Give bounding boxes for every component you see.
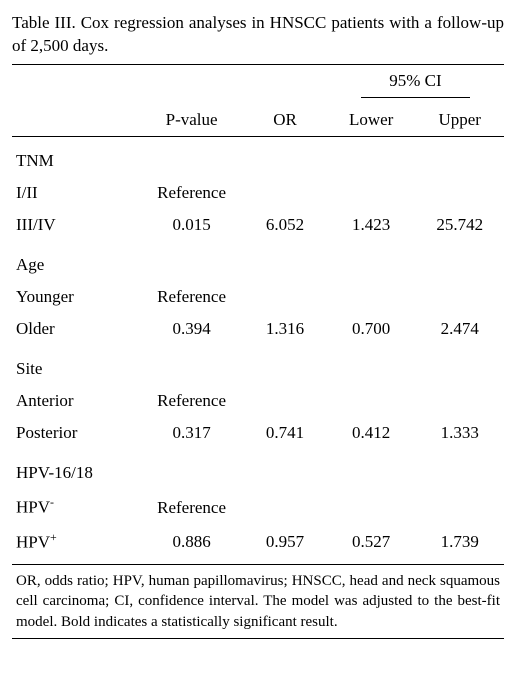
- cell-pvalue: 0.015: [140, 209, 243, 241]
- cox-regression-table: 95% CI P-value OR Lower Upper TNM I/II Ref…: [12, 64, 504, 639]
- cell-pvalue: 0.317: [140, 417, 243, 449]
- row-label: HPV-: [12, 489, 140, 524]
- cell-or: [243, 281, 327, 313]
- row-label-text: Younger: [16, 287, 74, 306]
- cell-or: [243, 385, 327, 417]
- cell-lower: 0.412: [327, 417, 416, 449]
- cell-pvalue: Reference: [140, 281, 243, 313]
- cell-pvalue: Reference: [140, 489, 243, 524]
- cell-pvalue: Reference: [140, 177, 243, 209]
- cell-pvalue: 0.886: [140, 524, 243, 565]
- cell-lower: [327, 177, 416, 209]
- row-label-text: Anterior: [16, 391, 74, 410]
- cell-upper: [415, 281, 504, 313]
- cell-or: [243, 489, 327, 524]
- row-label-superscript: +: [50, 530, 57, 544]
- cell-upper: [415, 177, 504, 209]
- group-header: TNM: [12, 136, 504, 177]
- cell-upper: 25.742: [415, 209, 504, 241]
- cell-upper: 2.474: [415, 313, 504, 345]
- cell-or: 6.052: [243, 209, 327, 241]
- header-lower: Lower: [327, 104, 416, 137]
- cell-or: 0.957: [243, 524, 327, 565]
- group-header: Site: [12, 345, 504, 385]
- row-label-superscript: -: [50, 495, 54, 509]
- header-or: OR: [243, 104, 327, 137]
- table-row: HPV-Reference: [12, 489, 504, 524]
- row-label: I/II: [12, 177, 140, 209]
- group-name: HPV-16/18: [12, 449, 504, 489]
- group-name: TNM: [12, 136, 504, 177]
- table-row: Anterior Reference: [12, 385, 504, 417]
- cell-or: 1.316: [243, 313, 327, 345]
- cell-pvalue: Reference: [140, 385, 243, 417]
- row-label: Posterior: [12, 417, 140, 449]
- group-header: HPV-16/18: [12, 449, 504, 489]
- row-label-text: III/IV: [16, 215, 56, 234]
- table-body: TNM I/II Reference III/IV 0.0156.0521.42325.…: [12, 136, 504, 564]
- cell-lower: [327, 385, 416, 417]
- row-label: Anterior: [12, 385, 140, 417]
- table-row: Posterior 0.3170.7410.4121.333: [12, 417, 504, 449]
- row-label-text: HPV: [16, 498, 50, 517]
- cell-pvalue: 0.394: [140, 313, 243, 345]
- cell-or: 0.741: [243, 417, 327, 449]
- row-label-text: HPV: [16, 532, 50, 551]
- cell-lower: 0.527: [327, 524, 416, 565]
- row-label: Younger: [12, 281, 140, 313]
- row-label-text: Older: [16, 319, 55, 338]
- row-label-text: I/II: [16, 183, 38, 202]
- table-row: I/II Reference: [12, 177, 504, 209]
- cell-upper: [415, 385, 504, 417]
- row-label-text: Posterior: [16, 423, 77, 442]
- table-footnote: OR, odds ratio; HPV, human papillomaviru…: [12, 565, 504, 639]
- cell-upper: 1.739: [415, 524, 504, 565]
- header-ci: 95% CI: [361, 71, 469, 98]
- table-row: Older 0.3941.3160.7002.474: [12, 313, 504, 345]
- table-caption: Table III. Cox regression analyses in HN…: [12, 12, 504, 58]
- table-row: Younger Reference: [12, 281, 504, 313]
- header-pvalue: P-value: [140, 104, 243, 137]
- row-label: III/IV: [12, 209, 140, 241]
- table-row: HPV+0.8860.9570.5271.739: [12, 524, 504, 565]
- cell-lower: [327, 489, 416, 524]
- header-upper: Upper: [415, 104, 504, 137]
- cell-upper: [415, 489, 504, 524]
- row-label: HPV+: [12, 524, 140, 565]
- cell-lower: [327, 281, 416, 313]
- table-head: 95% CI P-value OR Lower Upper: [12, 64, 504, 136]
- cell-upper: 1.333: [415, 417, 504, 449]
- group-name: Age: [12, 241, 504, 281]
- group-header: Age: [12, 241, 504, 281]
- cell-lower: 0.700: [327, 313, 416, 345]
- cell-lower: 1.423: [327, 209, 416, 241]
- table-row: III/IV 0.0156.0521.42325.742: [12, 209, 504, 241]
- cell-or: [243, 177, 327, 209]
- row-label: Older: [12, 313, 140, 345]
- group-name: Site: [12, 345, 504, 385]
